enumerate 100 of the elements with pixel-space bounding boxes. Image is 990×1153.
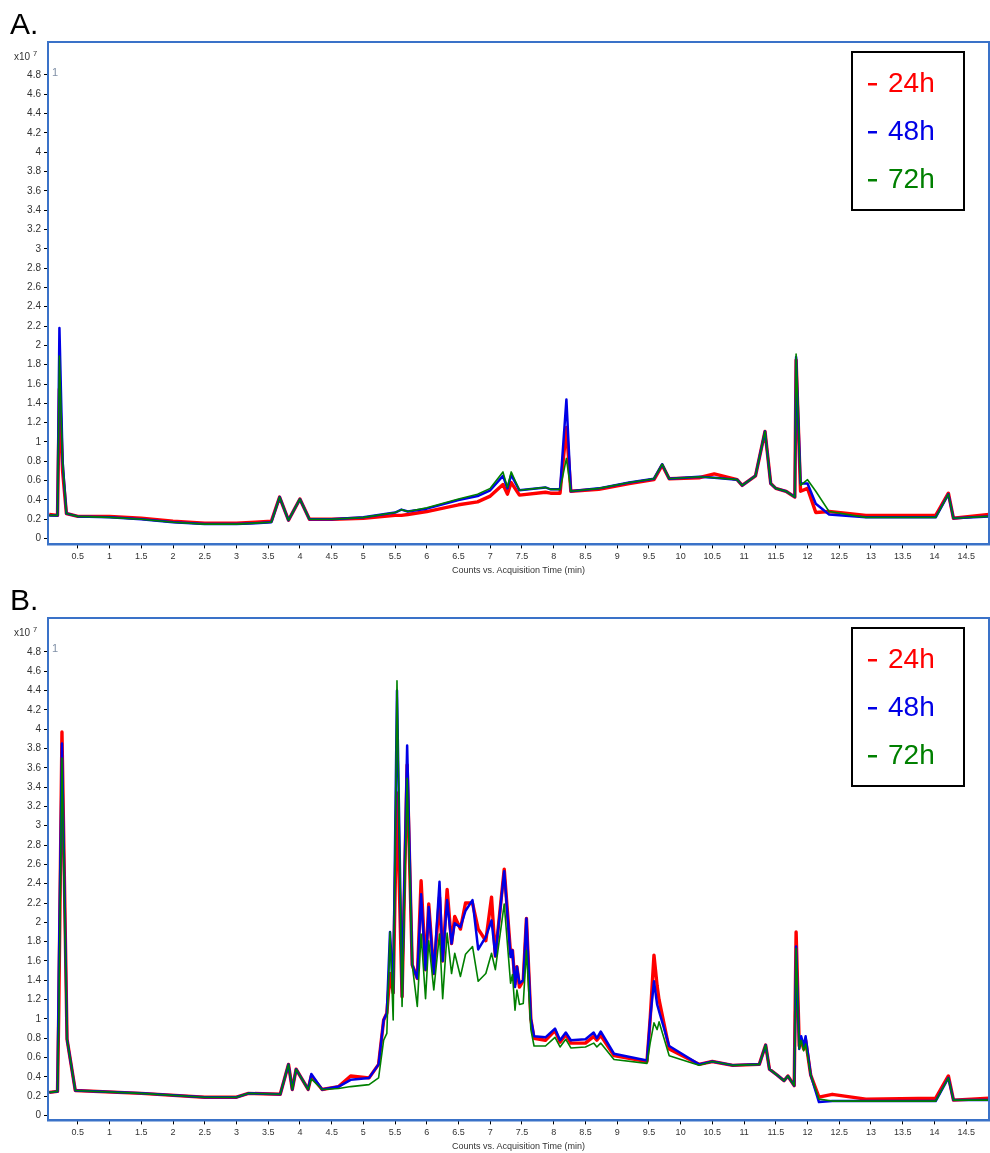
x-tick-label: 10.5	[703, 551, 722, 562]
x-tick-label: 5	[360, 551, 366, 562]
y-tick-label: 1.8	[27, 358, 42, 370]
x-tick-label: 10	[675, 1127, 686, 1138]
x-tick-label: 2	[170, 1127, 176, 1138]
y-tick-label: 4.8	[27, 645, 42, 657]
y-tick-label: 2	[35, 339, 42, 351]
x-tick-label: 12	[802, 551, 813, 562]
y-tick-label: 0.6	[27, 1051, 42, 1063]
x-tick-label: 11	[739, 551, 749, 562]
y-tick-label: 1	[35, 435, 42, 447]
x-tick-label: 14.5	[957, 551, 975, 562]
x-tick-label: 3	[233, 1127, 239, 1138]
x-tick-label: 1	[107, 551, 113, 562]
y-tick-label: 0.6	[27, 474, 42, 486]
y-tick-label: 3	[35, 242, 42, 254]
y-tick-label: 3.4	[27, 780, 42, 792]
x-tick-label: 2.5	[198, 551, 211, 562]
annotation: 1	[52, 66, 59, 78]
y-tick-label: 4.4	[27, 684, 42, 696]
x-tick-label: 8.5	[579, 551, 592, 562]
x-tick-label: 6	[424, 551, 430, 562]
y-tick-label: 2.2	[27, 896, 42, 908]
x-tick-label: 6.5	[452, 1127, 465, 1138]
y-tick-label: 3.6	[27, 761, 42, 773]
x-tick-label: 4	[297, 551, 303, 562]
y-tick-label: 0.8	[27, 1032, 42, 1044]
x-tick-label: 10	[675, 551, 686, 562]
x-tick-label: 9	[614, 1127, 620, 1138]
x-axis-title: Counts vs. Acquisition Time (min)	[451, 565, 586, 576]
y-tick-label: 2.8	[27, 261, 42, 273]
x-tick-label: 0.5	[71, 1127, 85, 1138]
x-tick-label: 10.5	[703, 1127, 722, 1138]
x-tick-label: 8	[551, 1127, 557, 1138]
y-tick-label: 2.2	[27, 319, 42, 331]
y-tick-label: 4	[35, 145, 42, 157]
x-tick-label: 7.5	[515, 551, 529, 562]
y-tick-label: 0.2	[27, 513, 42, 525]
x-tick-label: 13.5	[893, 551, 912, 562]
y-tick-label: 4.2	[27, 126, 42, 138]
x-tick-label: 14.5	[957, 1127, 975, 1138]
y-tick-label: 0.2	[27, 1090, 42, 1101]
chart-title: B.	[10, 583, 39, 616]
x-tick-label: 4.5	[325, 1127, 338, 1138]
y-tick-label: 1.2	[27, 993, 42, 1005]
x-tick-label: 5.5	[388, 551, 402, 562]
x-tick-label: 9.5	[642, 551, 656, 562]
y-tick-label: 3.8	[27, 742, 42, 754]
x-tick-label: 12.5	[830, 551, 849, 562]
y-tick-label: 1.4	[27, 974, 42, 986]
y-tick-label: 0.4	[27, 1070, 42, 1082]
y-tick-label: 3.8	[27, 165, 42, 177]
x-tick-label: 1	[107, 1127, 113, 1138]
y-tick-label: 0.8	[27, 455, 42, 467]
x-tick-label: 14	[929, 551, 940, 562]
y-tick-label: 2	[35, 916, 42, 928]
x-axis-title: Counts vs. Acquisition Time (min)	[451, 1141, 586, 1152]
x-tick-label: 4	[297, 1127, 303, 1138]
x-tick-label: 3.5	[261, 1127, 275, 1138]
x-tick-label: 1.5	[135, 551, 148, 562]
y-tick-label: 1.6	[27, 377, 42, 389]
y-tick-label: 3.2	[27, 223, 42, 235]
y-tick-label: 3.2	[27, 800, 42, 812]
legend-label: 24h	[888, 67, 935, 98]
y-tick-label: 4.4	[27, 107, 42, 119]
x-tick-label: 4.5	[325, 551, 338, 562]
x-tick-label: 0.5	[71, 551, 85, 562]
y-tick-label: 3	[35, 819, 42, 831]
x-tick-label: 8.5	[579, 1127, 592, 1138]
y-tick-label: 0	[35, 1109, 42, 1121]
y-tick-label: 3.4	[27, 203, 42, 215]
y-tick-label: 2.4	[27, 877, 42, 889]
x-tick-label: 6	[424, 1127, 430, 1138]
y-tick-label: 3.6	[27, 184, 42, 196]
legend-label: 72h	[888, 163, 935, 194]
y-tick-label: 0	[35, 532, 42, 544]
x-tick-label: 2	[170, 551, 176, 562]
x-tick-label: 3	[233, 551, 239, 562]
chart-title: A.	[10, 7, 39, 40]
x-tick-label: 7.5	[515, 1127, 529, 1138]
y-tick-label: 4	[35, 722, 42, 734]
y-tick-label: 1.2	[27, 416, 42, 428]
x-tick-label: 8	[551, 551, 557, 562]
x-tick-label: 9	[614, 551, 620, 562]
y-tick-label: 1	[35, 1012, 42, 1024]
y-tick-label: 2.6	[27, 858, 42, 870]
x-tick-label: 11.5	[767, 551, 785, 562]
y-tick-label: 2.6	[27, 281, 42, 293]
x-tick-label: 11	[739, 1127, 749, 1138]
x-tick-label: 5.5	[388, 1127, 402, 1138]
x-tick-label: 5	[360, 1127, 366, 1138]
x-tick-label: 7	[487, 551, 493, 562]
x-tick-label: 12.5	[830, 1127, 849, 1138]
y-tick-label: 1.6	[27, 954, 42, 966]
x-tick-label: 13.5	[893, 1127, 912, 1138]
x-tick-label: 9.5	[642, 1127, 656, 1138]
x-tick-label: 1.5	[135, 1127, 148, 1138]
y-tick-label: 4.2	[27, 703, 42, 715]
x-tick-label: 13	[865, 551, 876, 562]
x-tick-label: 6.5	[452, 551, 465, 562]
